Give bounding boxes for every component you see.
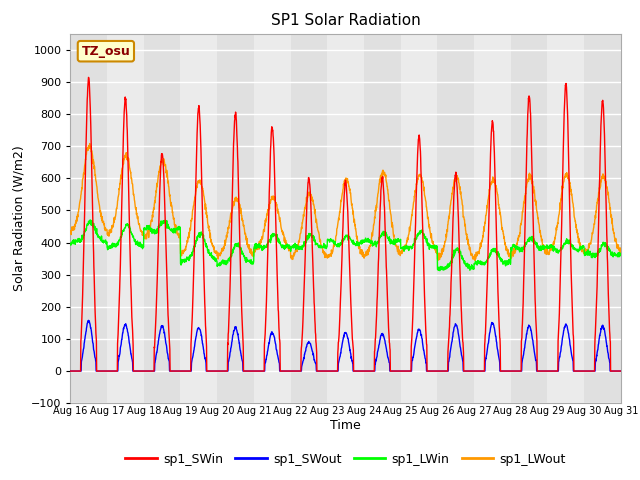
Bar: [584, 34, 621, 403]
X-axis label: Time: Time: [330, 419, 361, 432]
Bar: [327, 34, 364, 403]
Title: SP1 Solar Radiation: SP1 Solar Radiation: [271, 13, 420, 28]
Bar: [107, 34, 144, 403]
Bar: [291, 34, 327, 403]
Bar: [474, 34, 511, 403]
Y-axis label: Solar Radiation (W/m2): Solar Radiation (W/m2): [12, 145, 26, 291]
Bar: [547, 34, 584, 403]
Bar: [144, 34, 180, 403]
Bar: [437, 34, 474, 403]
Legend: sp1_SWin, sp1_SWout, sp1_LWin, sp1_LWout: sp1_SWin, sp1_SWout, sp1_LWin, sp1_LWout: [120, 448, 571, 471]
Bar: [254, 34, 291, 403]
Bar: [180, 34, 217, 403]
Bar: [401, 34, 437, 403]
Bar: [511, 34, 547, 403]
Bar: [364, 34, 401, 403]
Bar: [70, 34, 107, 403]
Text: TZ_osu: TZ_osu: [81, 45, 131, 58]
Bar: [621, 34, 640, 403]
Bar: [217, 34, 254, 403]
